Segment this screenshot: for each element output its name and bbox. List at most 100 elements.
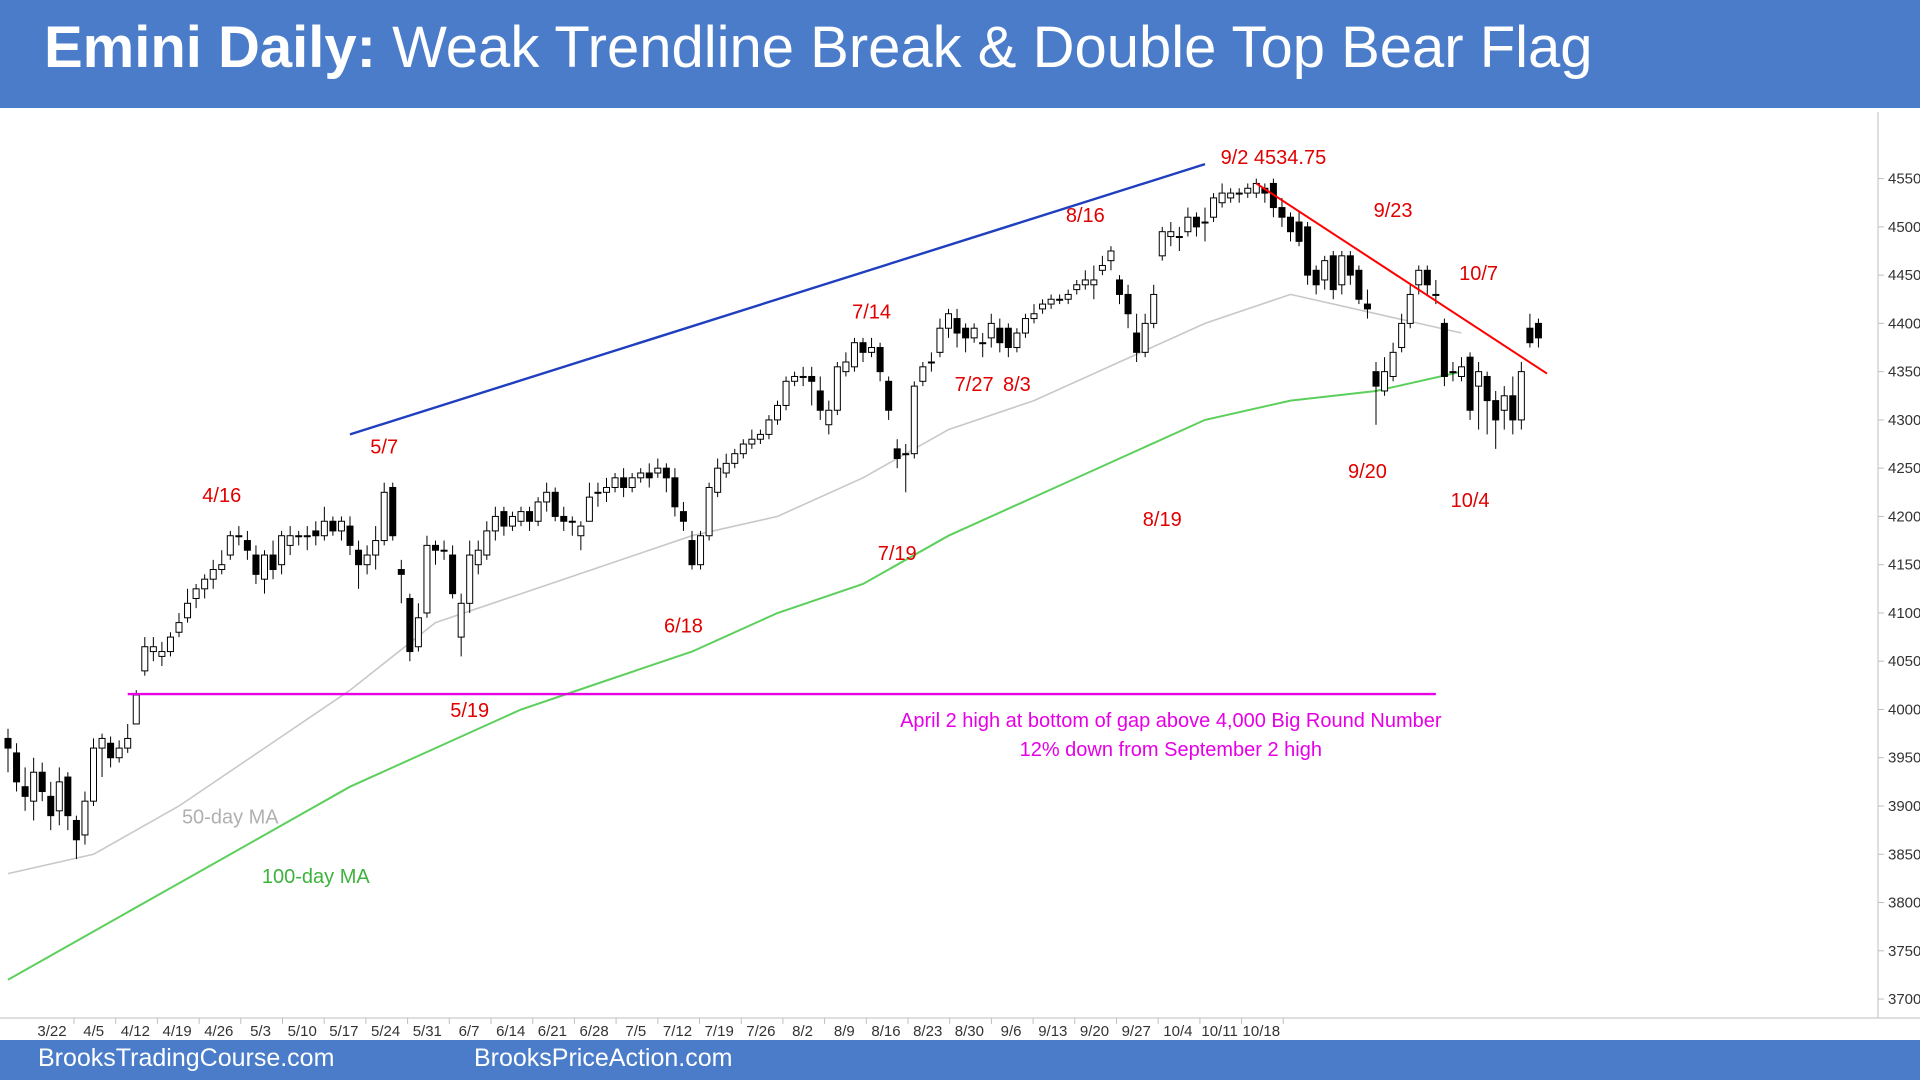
candle [1056,294,1064,305]
candle-body-bull [1389,351,1397,377]
chart-title: Emini Daily: Weak Trendline Break & Doub… [44,14,1593,81]
candle-body-bear [1133,332,1141,353]
candle [688,530,696,570]
candle [859,337,867,362]
candle-body-bull [765,419,773,435]
candle [962,323,970,353]
candle-body-bull [158,651,166,657]
candle [1261,183,1269,203]
candle-body-bear [64,776,72,817]
candle [389,482,397,541]
candle-body-bull [748,438,756,445]
y-tick-label: 4350 [1888,364,1920,381]
candle [585,482,593,522]
x-tick-label: 4/19 [162,1023,191,1040]
y-tick-label: 3750 [1888,943,1920,960]
candle [534,497,542,527]
candle-body-bull [1235,192,1243,195]
candle [816,376,824,420]
candle-body-bull [1449,371,1457,374]
candle-body-bear [72,819,80,841]
candle [483,521,491,560]
candle-body-bull [320,520,328,537]
x-tick-label: 8/30 [955,1023,984,1040]
footer-link-brookstradingcourse[interactable]: BrooksTradingCourse.com [38,1044,335,1072]
candle-body-bear [551,491,559,517]
candle-body-bull [261,554,268,580]
candle [791,371,799,387]
candle-body-bear [1372,371,1380,387]
candle-body-bull [1013,332,1021,349]
x-tick-label: 8/23 [913,1023,942,1040]
candle [303,526,311,551]
annotation-label: 7/14 [852,302,891,324]
footer-link-brookspriceaction[interactable]: BrooksPriceAction.com [474,1044,733,1072]
candle-body-bull [979,342,987,345]
candle [850,337,858,372]
y-tick-label: 4150 [1888,557,1920,574]
candle-body-bull [1107,250,1115,262]
candle [107,736,115,768]
candle [679,501,687,531]
chart-title-rest: Weak Trendline Break & Double Top Bear F… [392,15,1593,80]
candle-body-bear [962,327,970,339]
candle [1363,289,1371,319]
candles [4,178,1542,860]
candlestick-chart: 3700 3750 3800 3850 3900 3950 4000 4050 4100 4150… [0,112,1920,1040]
candle [1329,251,1337,300]
candle-body-bull [936,327,944,353]
candle [568,516,576,536]
y-tick-label: 4200 [1888,508,1920,525]
candle [149,637,157,662]
candle [1475,362,1483,430]
candle [902,444,910,493]
candle-body-bear [645,472,653,479]
candle-body-bull [970,327,978,339]
candle [1458,357,1465,382]
ma100-line [7,370,1462,981]
bull-trendline [349,162,1206,436]
candle-body-bull [1150,293,1158,324]
candle [543,482,551,512]
candle-body-bear [1192,216,1200,228]
candle-body-bull [1081,279,1089,286]
candle [876,342,884,382]
candle [355,540,363,589]
candle [508,511,516,531]
candle-body-bull [774,404,781,421]
annotation-label: 8/19 [1143,509,1182,531]
y-tick-label: 4250 [1888,460,1920,477]
candle [406,593,414,662]
candle-body-bull [910,385,918,455]
candle-body-bull [115,747,123,759]
y-tick-label: 4100 [1888,605,1920,622]
candle [919,362,927,387]
candle-body-bear [662,467,670,479]
candle [1355,265,1363,305]
candle [1483,371,1491,435]
candle [697,530,705,570]
candle [1141,313,1149,358]
candle [329,516,337,536]
x-tick-label: 10/4 [1163,1023,1192,1040]
candle-body-bear [893,448,901,460]
y-tick-label: 4050 [1888,653,1920,670]
candle-body-bull [799,375,807,378]
x-tick-label: 6/28 [579,1023,608,1040]
candle-body-bear [953,318,961,334]
candle-body-bear [346,525,354,546]
candle-body-bull [98,737,106,749]
candle [1047,294,1055,309]
candle-body-bull [782,380,790,406]
candle [526,506,534,531]
candle-body-bull [705,486,713,537]
x-tick-label: 4/5 [83,1023,104,1040]
candle-body-bull [337,520,345,532]
candle [397,559,405,604]
candle [1295,212,1303,247]
candle-body-bear [252,554,260,575]
candle [286,526,294,556]
x-tick-label: 5/3 [250,1023,271,1040]
candle [1235,188,1243,203]
candle-body-bull [927,361,935,364]
